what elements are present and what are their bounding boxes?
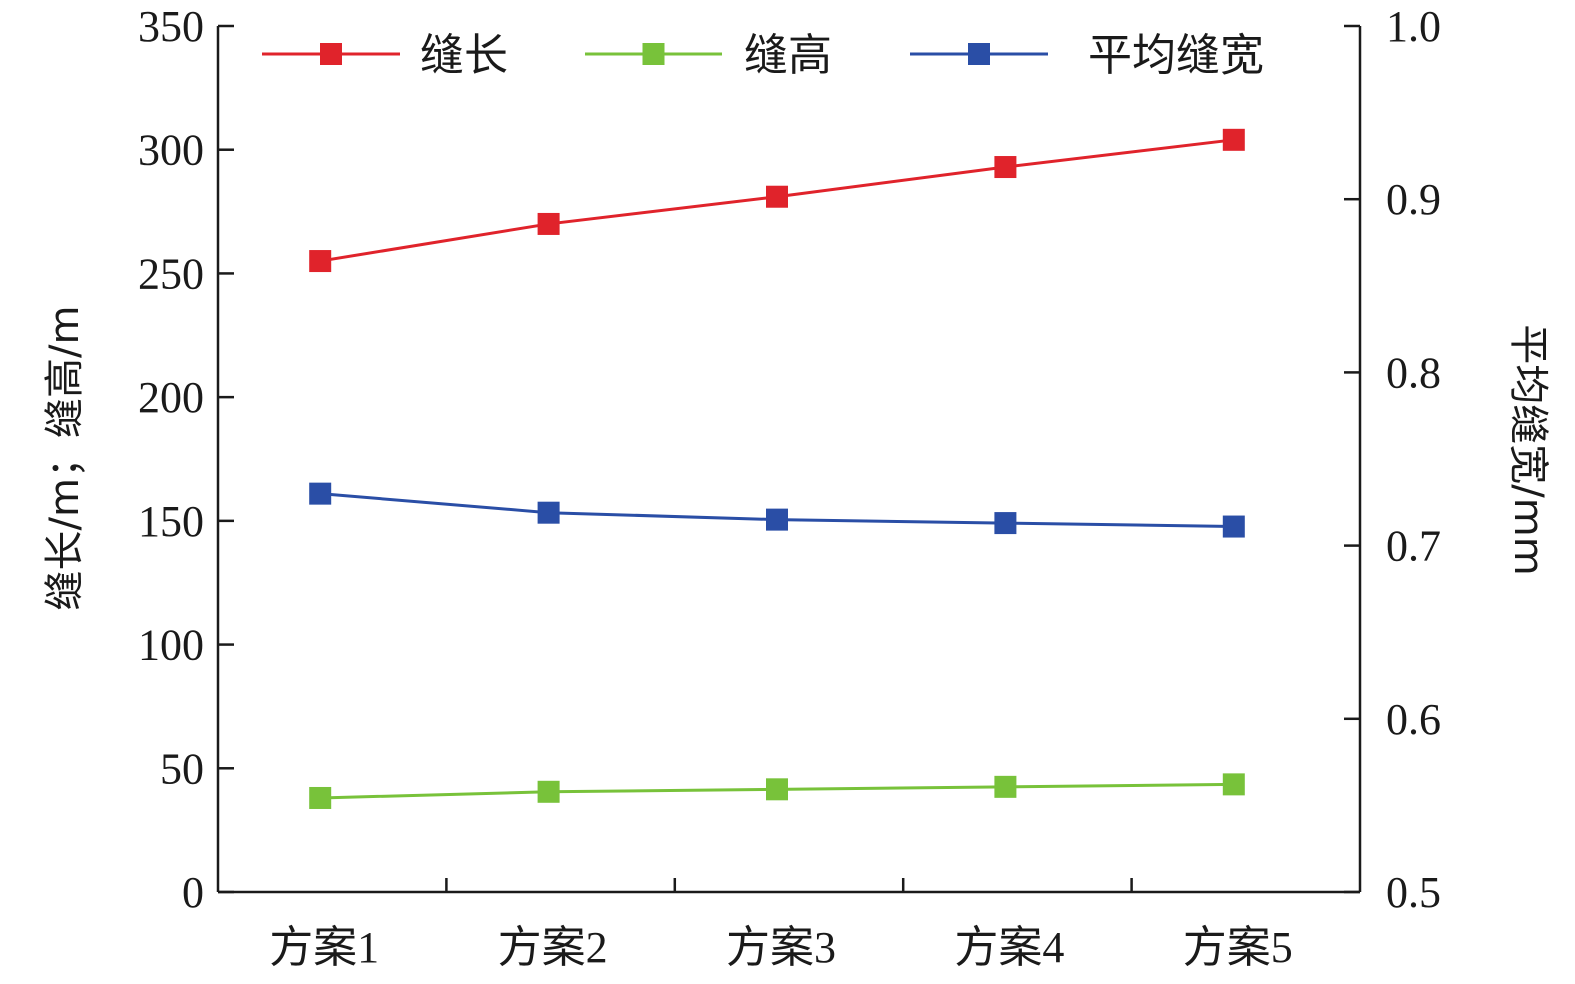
series-marker-1	[994, 156, 1017, 179]
y-tick-label-right: 0.5	[1386, 868, 1441, 917]
y-tick-label-left: 300	[138, 126, 204, 175]
series-marker-2	[309, 786, 332, 809]
y-tick-label-right: 0.7	[1386, 522, 1441, 571]
series-marker-1	[1222, 128, 1245, 151]
series-marker-1	[766, 185, 788, 208]
y-tick-label-left: 250	[138, 249, 204, 298]
x-tick-label: 方案5	[1183, 923, 1293, 972]
y-tick-label-left: 350	[138, 2, 204, 51]
series-marker-3	[994, 512, 1017, 535]
series-markers	[309, 128, 1245, 809]
y-tick-label-left: 100	[138, 621, 204, 670]
legend-marker-1	[320, 43, 342, 65]
series-marker-3	[766, 508, 788, 531]
x-tick-label: 方案4	[954, 923, 1064, 972]
x-tick-label: 方案1	[269, 923, 379, 972]
y-tick-label-right: 1.0	[1386, 2, 1441, 51]
legend-label-3: 平均缝宽	[1088, 30, 1264, 81]
legend-label-1: 缝长	[420, 30, 508, 81]
series-marker-2	[766, 778, 788, 801]
y-tick-label-left: 0	[182, 868, 204, 917]
x-tick-label: 方案2	[498, 923, 608, 972]
series-marker-2	[537, 780, 560, 803]
series-marker-3	[537, 501, 560, 524]
series-marker-3	[1222, 515, 1245, 538]
y-tick-label-left: 150	[138, 497, 204, 546]
series-marker-3	[309, 482, 332, 505]
legend-label-2: 缝高	[744, 30, 832, 81]
y-tick-label-right: 0.6	[1386, 695, 1441, 744]
y-tick-label-left: 50	[160, 744, 204, 793]
y-tick-label-right: 0.8	[1386, 348, 1441, 397]
series-lines	[319, 138, 1234, 800]
series-marker-2	[1222, 773, 1245, 796]
series-marker-1	[537, 212, 560, 235]
y-tick-label-left: 200	[138, 373, 204, 422]
legend: 缝长 缝高 平均缝宽	[262, 30, 1264, 81]
x-tick-label: 方案3	[726, 923, 836, 972]
y-tick-label-right: 0.9	[1386, 175, 1441, 224]
series-marker-1	[309, 250, 332, 273]
axis-ticks: 0 50 100 150 200 250 300 350 0.5 0.6 0.7 0.8 0.9 1.0 方…	[138, 2, 1441, 972]
legend-marker-3	[968, 43, 990, 65]
y-axis-title-left: 缝长/m；缝高/m	[42, 306, 88, 611]
series-marker-2	[994, 775, 1017, 798]
axes	[216, 26, 1362, 894]
y-axis-title-right: 平均缝宽/mm	[1505, 324, 1551, 575]
legend-marker-2	[642, 43, 665, 65]
